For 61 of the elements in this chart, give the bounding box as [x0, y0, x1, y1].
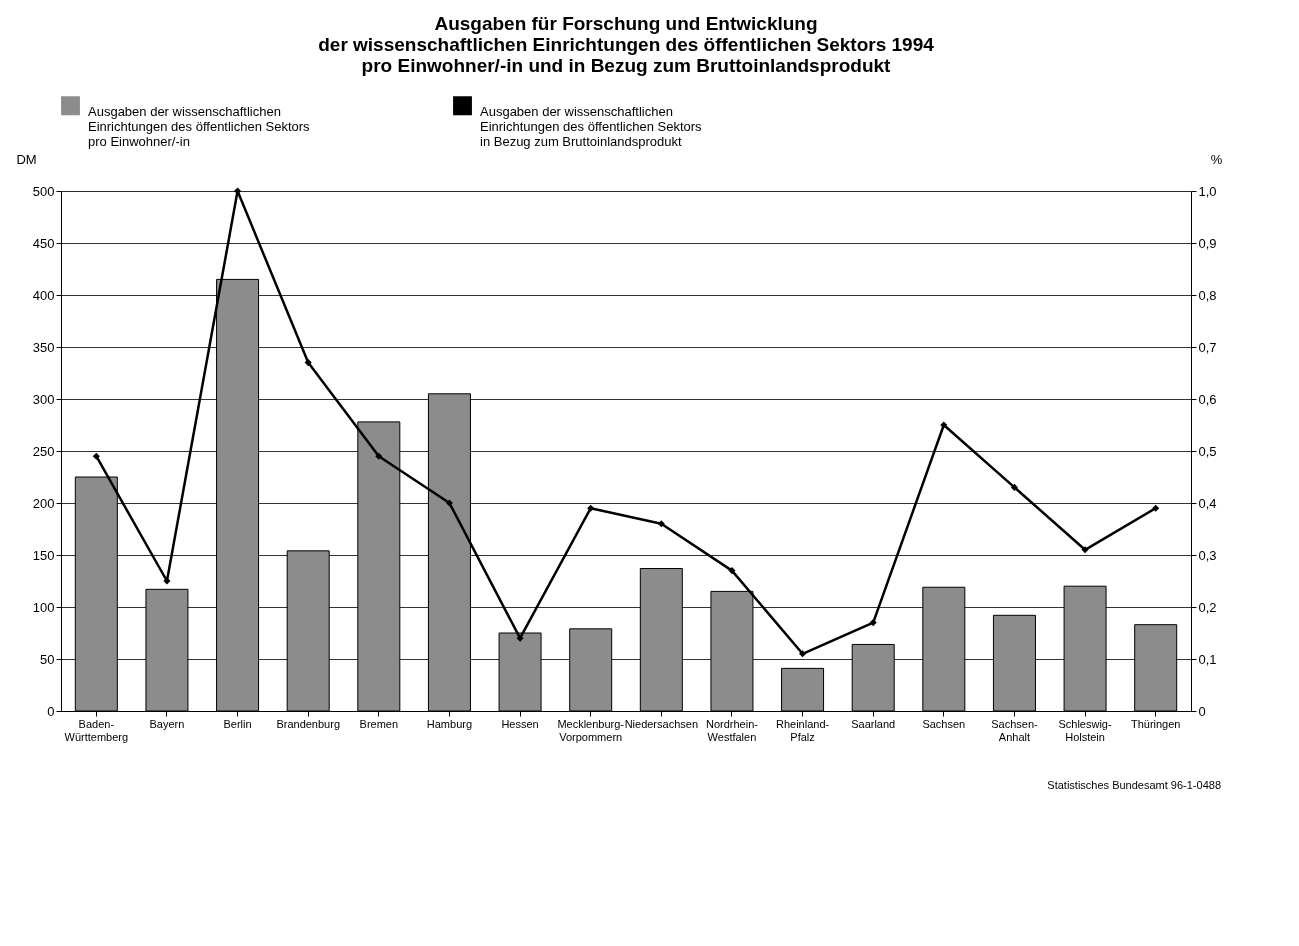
point	[587, 504, 595, 512]
y-tick-label: 300	[32, 391, 55, 407]
point	[445, 499, 453, 507]
x-tick-label: Niedersachsen	[624, 717, 698, 730]
y2-tick-label: 1,0	[1198, 183, 1217, 199]
x-tick-label: Thüringen	[1130, 717, 1181, 730]
y-tick-label: 250	[32, 443, 55, 459]
y2-tick-label: 0,9	[1198, 235, 1217, 251]
point	[1081, 546, 1089, 554]
point	[657, 520, 665, 528]
point	[375, 452, 383, 460]
text: der wissenschaftlichen Einrichtungen des öffentlichen Sektors 1994	[318, 34, 934, 55]
point	[940, 421, 948, 429]
y2-tick-label: 0,6	[1198, 391, 1217, 407]
y2-tick-label: 0,3	[1198, 547, 1217, 563]
x-tick-label: Brandenburg	[276, 717, 340, 730]
y-tick-label: 400	[32, 287, 55, 303]
x-tick-label: Sachsen	[922, 717, 966, 730]
y2-tick-label: 0,1	[1198, 651, 1217, 667]
point	[1010, 483, 1018, 491]
point	[869, 619, 877, 627]
y-tick-label: 350	[32, 339, 55, 355]
point	[92, 452, 100, 460]
x-tick-label: Hamburg	[426, 717, 473, 730]
text: Ausgaben für Forschung und Entwicklung	[434, 13, 818, 34]
y-tick-label: 0	[47, 703, 55, 719]
x-tick-label: Baden-Württemberg	[64, 717, 129, 743]
y-tick-label: 50	[40, 651, 55, 667]
x-tick-label: Bayern	[149, 717, 185, 730]
x-tick-label: Schleswig-Holstein	[1058, 717, 1112, 743]
y2-tick-label: 0,7	[1198, 339, 1217, 355]
y2-tick-label: 0	[1198, 703, 1206, 719]
y-axis-title: DM	[16, 151, 37, 167]
x-tick-label: Sachsen-Anhalt	[991, 717, 1038, 743]
y2-tick-label: 0,8	[1198, 287, 1217, 303]
y2-tick-label: 0,2	[1198, 599, 1217, 615]
y2-tick-label: 0,5	[1198, 443, 1217, 459]
y-tick-label: 150	[32, 547, 55, 563]
x-tick-label: Nordrhein-Westfalen	[705, 717, 759, 743]
x-tick-label: Bremen	[359, 717, 399, 730]
point	[1152, 504, 1160, 512]
x-tick-label: Berlin	[223, 717, 252, 730]
y-tick-label: 500	[32, 183, 55, 199]
text: pro Einwohner/-in und in Bezug zum Bruttoinlandsprodukt	[361, 55, 891, 76]
x-tick-label: Rheinland-Pfalz	[775, 717, 830, 743]
y-tick-label: 450	[32, 235, 55, 251]
point	[516, 634, 524, 642]
y-tick-label: 200	[32, 495, 55, 511]
legend-label: Ausgaben der wissenschaftlichen Einrichtungen des öffentlichen Sektors in Bezug zum Bruttoinlandsprodukt	[480, 103, 703, 149]
point	[304, 359, 312, 367]
y-tick-label: 100	[32, 599, 55, 615]
x-tick-label: Saarland	[851, 717, 896, 730]
x-tick-label: Mecklenburg-Vorpommern	[557, 717, 625, 743]
point	[799, 650, 807, 658]
point	[163, 577, 171, 585]
legend-label: Ausgaben der wissenschaftlichen Einrichtungen des öffentlichen Sektors pro Einwohner/-in	[88, 103, 311, 149]
point	[728, 567, 736, 575]
x-tick-label: Hessen	[501, 717, 539, 730]
text: Statistisches Bundesamt 96-1-0488	[1047, 779, 1221, 791]
y2-tick-label: 0,4	[1198, 495, 1217, 511]
y2-axis-title: %	[1210, 151, 1223, 167]
